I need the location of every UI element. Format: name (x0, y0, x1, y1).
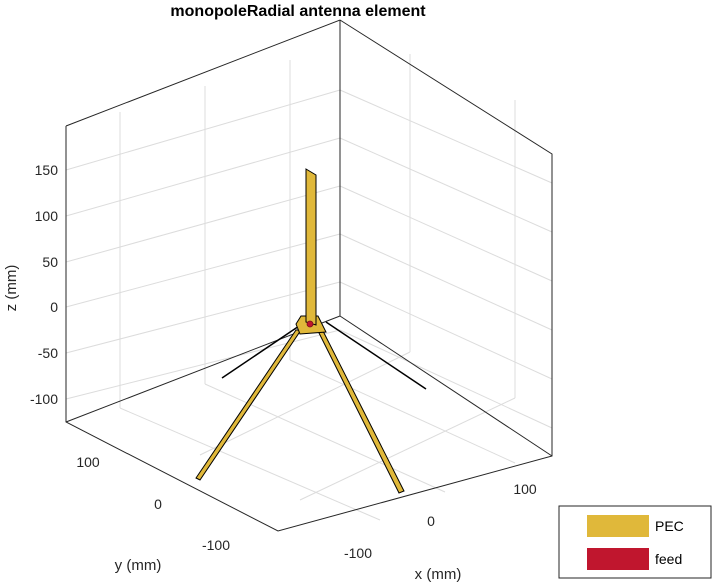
z-tick: 150 (35, 162, 59, 178)
monopole (305, 168, 317, 326)
radial-front-left (195, 329, 302, 481)
x-axis-label: x (mm) (415, 566, 462, 583)
z-tick: 50 (42, 254, 58, 270)
radial-back-left (221, 321, 306, 379)
z-tick: 0 (50, 299, 58, 315)
y-tick: 100 (76, 454, 100, 470)
radial-front-right (317, 330, 405, 494)
y-tick: -100 (202, 537, 230, 553)
z-tick: -50 (38, 345, 58, 361)
x-axis: 100 0 -100 x (mm) (344, 481, 537, 583)
z-tick: -100 (30, 391, 58, 407)
radial-back-right (325, 321, 427, 390)
y-axis: 100 0 -100 y (mm) (76, 454, 230, 574)
z-tick: 100 (35, 208, 59, 224)
x-tick: -100 (344, 545, 372, 561)
plot-title: monopoleRadial antenna element (170, 3, 426, 20)
x-tick: 0 (427, 513, 435, 529)
legend-swatch-feed (587, 548, 649, 570)
legend-label-pec: PEC (655, 518, 684, 534)
legend-label-feed: feed (655, 551, 682, 567)
feed-point (306, 320, 314, 328)
x-tick: 100 (513, 481, 537, 497)
radial-wires (195, 321, 427, 494)
y-tick: 0 (154, 496, 162, 512)
y-axis-label: y (mm) (115, 557, 162, 574)
z-axis-label: z (mm) (3, 265, 20, 312)
legend: PEC feed (558, 505, 712, 579)
legend-swatch-pec (587, 515, 649, 537)
z-axis: 150 100 50 0 -50 -100 z (mm) (3, 162, 58, 407)
grid-lines (65, 54, 553, 521)
